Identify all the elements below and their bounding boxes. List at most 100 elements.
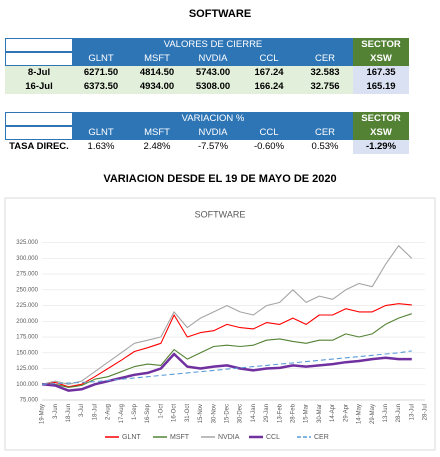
x-tick-label: 14-Apr bbox=[330, 404, 336, 422]
column-header: GLNT bbox=[73, 126, 129, 140]
cell: 167.24 bbox=[241, 66, 297, 80]
chart-title: SOFTWARE bbox=[195, 209, 246, 219]
x-tick-label: 15-Nov bbox=[198, 404, 204, 423]
x-tick-label: 16-Oct bbox=[172, 404, 178, 422]
group-header: VALORES DE CIERRE bbox=[73, 38, 353, 52]
y-tick-label: 150.000 bbox=[16, 350, 38, 356]
x-tick-label: 18-Jul bbox=[92, 404, 98, 420]
row-label: TASA DIREC. bbox=[9, 141, 69, 152]
column-header: MSFT bbox=[129, 52, 185, 66]
cell: -7.57% bbox=[197, 141, 229, 152]
row-label: 8-Jul bbox=[5, 66, 73, 80]
column-header: XSW bbox=[353, 52, 409, 66]
x-tick-label: 17-Aug bbox=[119, 404, 125, 423]
series-line bbox=[41, 245, 413, 385]
column-header: GLNT bbox=[73, 52, 129, 66]
column-header: CER bbox=[297, 126, 353, 140]
y-tick-label: 225.000 bbox=[16, 303, 38, 309]
x-tick-label: 30-Mar bbox=[317, 404, 323, 423]
closing-table: VALORES DE CIERRE SECTOR GLNT MSFT NVDIA CCL C… bbox=[5, 38, 409, 94]
column-header: XSW bbox=[353, 126, 409, 140]
cell: -1.29% bbox=[353, 140, 409, 154]
y-tick-label: 75.000 bbox=[20, 398, 39, 404]
column-header: CCL bbox=[241, 126, 297, 140]
y-tick-label: 125.000 bbox=[16, 366, 38, 372]
x-tick-label: 15-Mar bbox=[304, 404, 310, 423]
sector-header: SECTOR bbox=[353, 38, 409, 52]
chart-heading: VARIACION DESDE EL 19 DE MAYO DE 2020 bbox=[103, 173, 337, 185]
chart-frame bbox=[4, 197, 436, 451]
x-tick-label: 28-Jun bbox=[396, 404, 402, 422]
cell: 167.35 bbox=[353, 66, 409, 80]
cell: 6373.50 bbox=[73, 80, 129, 94]
cell: 0.53% bbox=[311, 141, 339, 152]
cell: 6271.50 bbox=[73, 66, 129, 80]
x-tick-label: 14-Jan bbox=[251, 404, 257, 422]
legend-label: CER bbox=[314, 434, 329, 441]
x-tick-label: 2-Aug bbox=[106, 404, 112, 420]
cell: 1.63% bbox=[87, 141, 115, 152]
row-label: 16-Jul bbox=[5, 80, 73, 94]
x-tick-label: 29-May bbox=[370, 404, 376, 424]
series-line bbox=[41, 352, 412, 392]
cell: 166.24 bbox=[241, 80, 297, 94]
legend-label: GLNT bbox=[122, 434, 141, 441]
y-tick-label: 275.000 bbox=[16, 272, 38, 278]
x-tick-label: 19-May bbox=[40, 404, 46, 424]
column-header: NVDIA bbox=[185, 52, 241, 66]
sector-header: SECTOR bbox=[353, 112, 409, 126]
x-tick-label: 13-Jul bbox=[409, 404, 415, 420]
cell: 5743.00 bbox=[185, 66, 241, 80]
x-tick-label: 29-Jan bbox=[264, 404, 270, 422]
legend-label: CCL bbox=[266, 434, 280, 441]
x-tick-label: 30-Nov bbox=[211, 404, 217, 423]
cell: 4814.50 bbox=[129, 66, 185, 80]
column-header: NVDIA bbox=[185, 126, 241, 140]
empty-cell bbox=[5, 126, 73, 140]
y-tick-label: 250.000 bbox=[16, 287, 38, 293]
column-header: MSFT bbox=[129, 126, 185, 140]
x-tick-label: 3-Jun bbox=[53, 404, 59, 419]
y-tick-label: 325.000 bbox=[16, 240, 38, 246]
x-tick-label: 29-Apr bbox=[343, 404, 349, 422]
cell: 4934.00 bbox=[129, 80, 185, 94]
page-title: SOFTWARE bbox=[188, 8, 252, 20]
variation-table: VARIACION % SECTOR GLNT MSFT NVDIA CCL CER XSW T… bbox=[5, 112, 409, 154]
cell: 165.19 bbox=[353, 80, 409, 94]
series-line bbox=[41, 303, 412, 388]
empty-cell bbox=[5, 112, 73, 126]
x-tick-label: 31-Oct bbox=[185, 404, 191, 422]
x-tick-label: 13-Feb bbox=[277, 403, 283, 423]
empty-cell bbox=[5, 38, 73, 52]
y-tick-label: 300.000 bbox=[16, 256, 38, 262]
x-tick-label: 14-May bbox=[357, 404, 363, 424]
x-tick-label: 15-Dec bbox=[224, 404, 230, 423]
series-line bbox=[42, 313, 412, 388]
x-tick-label: 16-Sep bbox=[145, 403, 151, 423]
legend-label: NVDIA bbox=[218, 434, 240, 441]
x-tick-label: 1-Oct bbox=[158, 404, 164, 419]
x-tick-label: 1-Sep bbox=[132, 403, 138, 420]
x-tick-label: 28-Jul bbox=[423, 404, 429, 420]
y-tick-label: 175.000 bbox=[16, 335, 38, 341]
x-tick-label: 13-Jun bbox=[383, 404, 389, 422]
cell: 32.756 bbox=[297, 80, 353, 94]
cell: -0.60% bbox=[253, 141, 285, 152]
chart: SOFTWARE 75.000 100.000 125.000 150.000 175.… bbox=[4, 197, 436, 451]
y-tick-label: 100.000 bbox=[16, 382, 38, 388]
cell: 32.583 bbox=[297, 66, 353, 80]
y-tick-label: 200.000 bbox=[16, 319, 38, 325]
column-header: CER bbox=[297, 52, 353, 66]
column-header: CCL bbox=[241, 52, 297, 66]
legend-label: MSFT bbox=[170, 434, 190, 441]
x-tick-label: 3-Jul bbox=[79, 404, 85, 417]
series-line bbox=[41, 350, 412, 385]
x-tick-label: 28-Feb bbox=[291, 403, 297, 423]
cell: 5308.00 bbox=[185, 80, 241, 94]
x-tick-label: 18-Jun bbox=[66, 404, 72, 422]
empty-cell bbox=[5, 52, 73, 66]
x-tick-label: 30-Dec bbox=[238, 404, 244, 423]
cell: 2.48% bbox=[143, 141, 171, 152]
group-header: VARIACION % bbox=[73, 112, 353, 126]
